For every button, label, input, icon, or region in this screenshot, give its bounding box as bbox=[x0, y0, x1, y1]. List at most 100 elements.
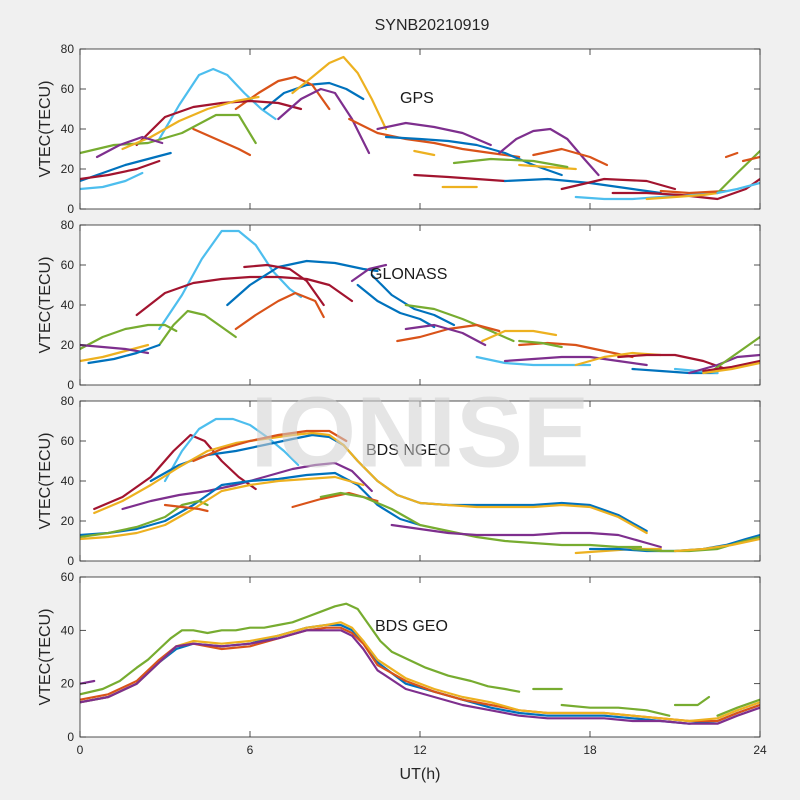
series-line bbox=[710, 335, 760, 373]
y-axis-label: VTEC(TECU) bbox=[37, 257, 54, 354]
series-line bbox=[645, 191, 719, 201]
y-tick-label: 40 bbox=[61, 623, 75, 637]
series-line bbox=[702, 359, 760, 373]
y-axis-label: VTEC(TECU) bbox=[37, 609, 54, 706]
series-line bbox=[80, 475, 365, 541]
series-line bbox=[376, 121, 492, 147]
y-tick-label: 20 bbox=[61, 338, 75, 352]
series-line bbox=[121, 461, 373, 511]
x-tick-label: 24 bbox=[753, 743, 767, 757]
series-line bbox=[158, 229, 303, 331]
series-line bbox=[617, 353, 728, 371]
series-line bbox=[263, 81, 365, 111]
panel-label: BDS GEO bbox=[375, 618, 448, 635]
series-line bbox=[80, 171, 144, 191]
series-line bbox=[80, 629, 760, 725]
y-tick-label: 40 bbox=[61, 122, 75, 136]
series-line bbox=[741, 155, 760, 163]
watermark-text: IONISE bbox=[251, 376, 590, 488]
series-line bbox=[192, 127, 252, 157]
series-line bbox=[95, 135, 164, 159]
y-tick-label: 0 bbox=[67, 202, 74, 216]
y-tick-label: 20 bbox=[61, 677, 75, 691]
y-tick-label: 20 bbox=[61, 162, 75, 176]
series-line bbox=[277, 87, 371, 155]
panel-label: GLONASS bbox=[370, 266, 447, 283]
series-line bbox=[163, 417, 300, 483]
y-tick-label: 80 bbox=[61, 42, 75, 56]
y-tick-label: 0 bbox=[67, 378, 74, 392]
series-line bbox=[503, 355, 648, 367]
series-line bbox=[80, 113, 257, 155]
series-line bbox=[234, 75, 331, 111]
series-line bbox=[80, 159, 161, 181]
series-line bbox=[243, 263, 325, 307]
series-line bbox=[673, 537, 760, 553]
series-line bbox=[80, 499, 209, 539]
y-tick-label: 60 bbox=[61, 258, 75, 272]
y-tick-label: 60 bbox=[61, 434, 75, 448]
series-line bbox=[348, 117, 521, 159]
y-tick-label: 40 bbox=[61, 474, 75, 488]
series-line bbox=[673, 695, 711, 707]
series-line bbox=[702, 361, 760, 375]
series-line bbox=[390, 523, 662, 549]
series-line bbox=[226, 259, 379, 307]
series-line bbox=[370, 273, 456, 327]
y-tick-label: 80 bbox=[61, 394, 75, 408]
series-line bbox=[532, 147, 609, 167]
plot-area bbox=[80, 225, 760, 385]
series-line bbox=[452, 157, 569, 169]
series-line bbox=[560, 703, 671, 717]
series-line bbox=[80, 602, 521, 696]
series-line bbox=[716, 181, 760, 195]
series-line bbox=[560, 177, 677, 191]
series-line bbox=[291, 55, 388, 131]
series-line bbox=[724, 151, 739, 159]
series-group bbox=[80, 55, 760, 201]
series-line bbox=[475, 355, 592, 367]
series-line bbox=[80, 679, 96, 685]
y-tick-label: 80 bbox=[61, 218, 75, 232]
x-axis-label: UT(h) bbox=[400, 766, 441, 783]
y-axis-label: VTEC(TECU) bbox=[37, 433, 54, 530]
series-line bbox=[413, 173, 507, 183]
series-group bbox=[80, 229, 760, 375]
series-line bbox=[659, 189, 728, 195]
panel-bds-ngeo: 0 20 40 60 80 VTEC(TECU) BDS NGEO bbox=[37, 394, 761, 568]
y-tick-label: 60 bbox=[61, 82, 75, 96]
series-line bbox=[80, 343, 150, 363]
x-tick-label: 6 bbox=[247, 743, 254, 757]
series-line bbox=[350, 263, 388, 283]
y-tick-label: 40 bbox=[61, 298, 75, 312]
series-line bbox=[518, 339, 563, 349]
series-line bbox=[80, 343, 150, 355]
series-line bbox=[716, 698, 760, 717]
x-tick-label: 0 bbox=[77, 743, 84, 757]
chart-title: SYNB20210919 bbox=[375, 17, 490, 34]
series-line bbox=[158, 309, 237, 347]
series-line bbox=[80, 621, 760, 723]
panel-gps: 0 20 40 60 80 VTEC(TECU) GPS bbox=[37, 42, 761, 216]
y-axis-label: VTEC(TECU) bbox=[37, 81, 54, 178]
series-line bbox=[356, 283, 436, 329]
series-line bbox=[158, 67, 277, 141]
y-tick-label: 20 bbox=[61, 514, 75, 528]
series-group bbox=[80, 602, 760, 725]
series-group bbox=[80, 417, 760, 555]
series-line bbox=[481, 329, 558, 343]
series-line bbox=[518, 163, 577, 171]
series-line bbox=[80, 151, 172, 183]
panel-label: BDS NGEO bbox=[366, 442, 450, 459]
series-line bbox=[163, 503, 209, 513]
series-line bbox=[498, 127, 600, 177]
panel-glonass: 0 20 40 60 80 VTEC(TECU) GLONASS bbox=[37, 218, 761, 392]
series-line bbox=[413, 149, 436, 157]
y-tick-label: 60 bbox=[61, 570, 75, 584]
series-line bbox=[87, 343, 161, 365]
series-line bbox=[80, 323, 178, 351]
series-line bbox=[135, 99, 303, 147]
series-line bbox=[135, 275, 354, 317]
